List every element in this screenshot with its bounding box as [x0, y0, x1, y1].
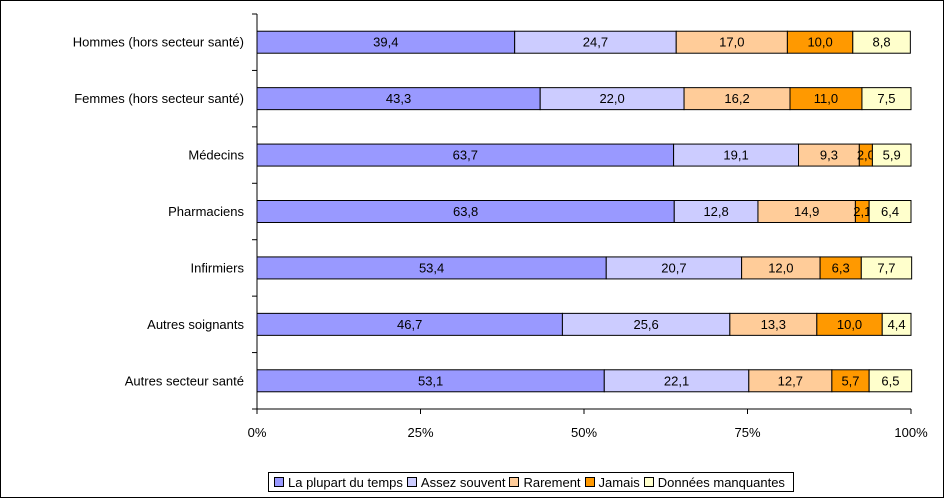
bar-segment	[868, 200, 912, 223]
bar-segment	[868, 369, 913, 393]
data-label: 5,7	[841, 373, 859, 388]
category-label: Pharmaciens	[168, 204, 244, 219]
legend-item: La plupart du temps	[274, 475, 403, 490]
data-label: 63,7	[453, 148, 478, 163]
data-label: 6,3	[832, 260, 850, 275]
legend-label: Rarement	[523, 474, 581, 490]
x-tick-label: 25%	[407, 425, 433, 440]
legend-swatch	[509, 477, 520, 487]
x-tick-label: 100%	[894, 425, 928, 440]
data-label: 14,9	[794, 204, 819, 219]
x-tick-label: 0%	[248, 425, 267, 440]
data-label: 20,7	[661, 260, 686, 275]
legend: La plupart du temps Assez souvent Rarement…	[268, 472, 794, 492]
data-label: 24,7	[583, 35, 608, 50]
data-label: 63,8	[453, 204, 478, 219]
x-tick-label: 50%	[571, 425, 597, 440]
data-label: 17,0	[719, 35, 744, 50]
data-label: 2,0	[857, 148, 875, 163]
data-label: 16,2	[724, 91, 749, 106]
data-label: 22,1	[664, 373, 689, 388]
category-label: Autres secteur santé	[125, 373, 244, 388]
legend-swatch	[584, 477, 595, 487]
legend-swatch	[643, 477, 654, 487]
data-label: 6,4	[881, 204, 899, 219]
data-label: 13,3	[761, 317, 786, 332]
data-label: 12,8	[703, 204, 728, 219]
data-label: 8,8	[873, 35, 891, 50]
legend-item: Jamais	[584, 474, 640, 490]
category-label: Médecins	[188, 148, 244, 163]
bar-segment	[860, 256, 913, 280]
data-label: 22,0	[599, 91, 624, 106]
category-label: Femmes (hors secteur santé)	[74, 91, 244, 106]
data-label: 7,7	[877, 260, 895, 275]
legend-label: Assez souvent	[420, 474, 506, 490]
data-label: 12,0	[768, 260, 793, 275]
data-label: 39,4	[373, 35, 398, 50]
legend-label: Données manquantes	[657, 474, 785, 490]
data-label: 19,1	[723, 148, 748, 163]
legend-label: La plupart du temps	[288, 474, 403, 490]
bar-segment	[852, 30, 911, 54]
data-label: 12,7	[778, 373, 803, 388]
data-label: 6,5	[881, 373, 899, 388]
data-label: 2,1	[853, 204, 871, 219]
stacked-bar-chart: 0% 25% 50% 75% 100% Hommes (hors secteur sant…	[73, 13, 928, 440]
data-label: 53,1	[418, 373, 443, 388]
bar-segment	[881, 312, 912, 336]
data-label: 11,0	[814, 91, 838, 106]
bar-segment	[871, 143, 912, 167]
x-tick-label: 75%	[734, 425, 760, 440]
data-label: 53,4	[419, 260, 444, 275]
data-label: 43,3	[386, 91, 411, 106]
data-label: 4,4	[888, 317, 906, 332]
legend-item: Données manquantes	[643, 474, 785, 490]
data-label: 5,9	[883, 148, 901, 163]
legend-item: Assez souvent	[406, 474, 506, 490]
bar-segment	[861, 87, 912, 111]
legend-swatch	[406, 477, 417, 487]
data-label: 25,6	[633, 317, 658, 332]
data-label: 9,3	[820, 148, 838, 163]
category-label: Infirmiers	[191, 260, 245, 275]
legend-item: Rarement	[509, 474, 581, 490]
data-label: 10,0	[837, 317, 862, 332]
data-label: 7,5	[877, 91, 895, 106]
data-label: 10,0	[807, 35, 832, 50]
legend-label: Jamais	[598, 474, 640, 490]
data-label: 46,7	[397, 317, 422, 332]
legend-swatch	[274, 477, 284, 487]
category-label: Hommes (hors secteur santé)	[73, 35, 244, 50]
category-label: Autres soignants	[147, 317, 244, 332]
